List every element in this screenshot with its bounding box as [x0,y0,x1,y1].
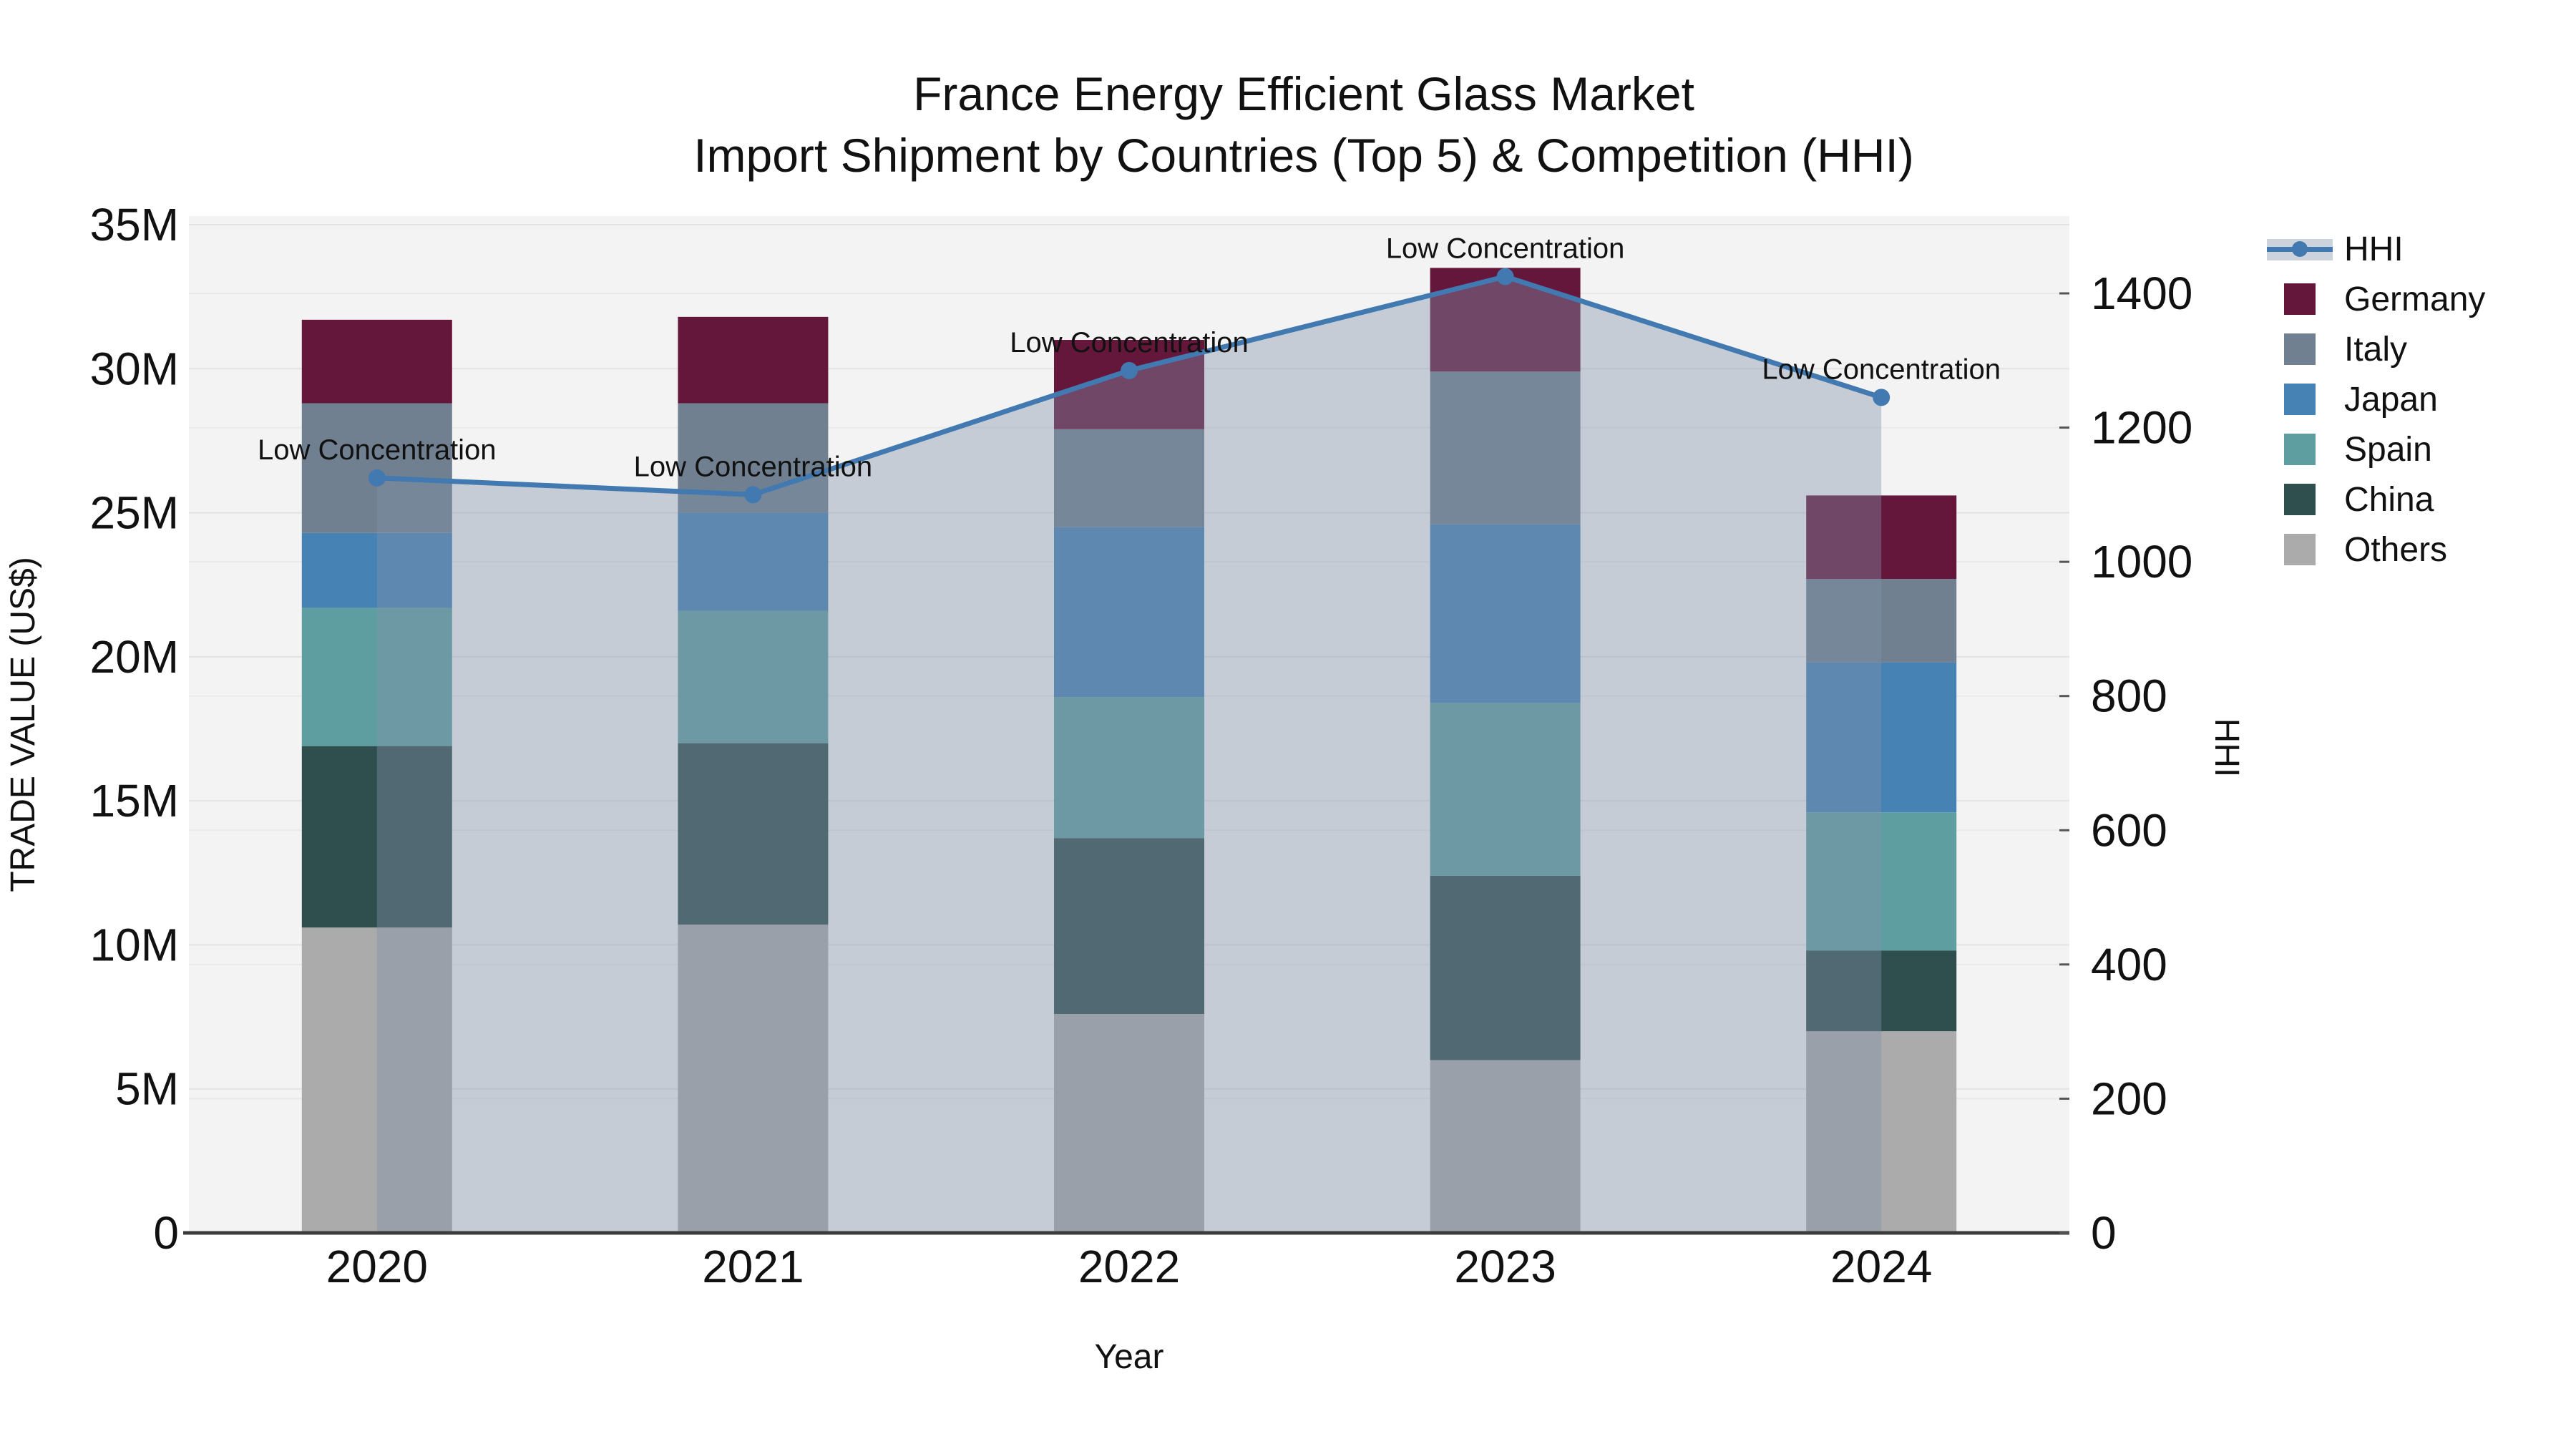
bar-segment-2023-china[interactable] [1430,875,1581,1060]
bar-segment-2023-others[interactable] [1430,1060,1581,1233]
legend-item-spain[interactable]: Spain [2267,424,2485,474]
others-color-swatch [2284,534,2316,565]
hhi-marker-2024[interactable] [1873,389,1890,406]
right-tick-label-0: 0 [2091,1207,2117,1259]
left-tick-label-25M: 25M [90,487,180,539]
bar-segment-2022-spain[interactable] [1054,697,1204,839]
bar-segment-2023-italy[interactable] [1430,371,1581,525]
bar-segment-2020-china[interactable] [301,746,452,928]
bar-segment-2021-others[interactable] [678,924,829,1233]
hhi-marker-2020[interactable] [368,469,386,487]
legend-label-china: China [2344,480,2434,519]
hhi-marker-2023[interactable] [1496,268,1514,286]
bar-segment-2021-china[interactable] [678,743,829,925]
legend-item-china[interactable]: China [2267,474,2485,525]
bar-segment-2022-italy[interactable] [1054,429,1204,527]
bar-segment-2020-germany[interactable] [301,319,452,404]
annotation-2021: Low Concentration [634,451,873,482]
legend-label-germany: Germany [2344,280,2486,318]
legend-item-japan[interactable]: Japan [2267,374,2485,424]
annotation-2023: Low Concentration [1386,233,1625,265]
x-tick-label-2024: 2024 [1830,1241,1932,1292]
left-tick-label-15M: 15M [90,775,180,826]
left-tick-label-0: 0 [153,1207,179,1259]
annotation-2022: Low Concentration [1010,327,1249,358]
bar-segment-2024-china[interactable] [1806,950,1957,1032]
bar-segment-2021-germany[interactable] [678,316,829,404]
bar-segment-2024-italy[interactable] [1806,579,1957,663]
hhi-marker-2022[interactable] [1121,361,1138,379]
x-axis-title: Year [1095,1338,1164,1376]
legend-label-others: Others [2344,530,2448,569]
annotation-2020: Low Concentration [258,434,497,466]
bar-segment-2024-germany[interactable] [1806,495,1957,580]
right-tick-label-1000: 1000 [2091,536,2192,587]
legend-label-italy: Italy [2344,330,2408,369]
japan-color-swatch [2284,384,2316,415]
spain-color-swatch [2284,434,2316,465]
bar-segment-2024-spain[interactable] [1806,812,1957,951]
legend-label-japan: Japan [2344,380,2438,419]
right-tick-label-200: 200 [2091,1073,2167,1124]
bar-segment-2020-spain[interactable] [301,608,452,746]
legend-item-germany[interactable]: Germany [2267,274,2485,324]
bar-segment-2020-italy[interactable] [301,403,452,533]
chart-title-line2: Import Shipment by Countries (Top 5) & C… [693,129,1914,182]
right-tick-label-1400: 1400 [2091,268,2192,319]
bar-segment-2024-japan[interactable] [1806,662,1957,813]
x-tick-label-2022: 2022 [1078,1241,1180,1292]
bar-segment-2021-spain[interactable] [678,610,829,743]
bar-segment-2020-japan[interactable] [301,532,452,608]
bar-segment-2023-japan[interactable] [1430,524,1581,703]
x-tick-label-2023: 2023 [1454,1241,1556,1292]
left-tick-label-35M: 35M [90,199,180,250]
hhi-marker-2021[interactable] [744,486,762,504]
germany-color-swatch [2284,283,2316,315]
legend-label-spain: Spain [2344,430,2432,469]
legend-label-hhi: HHI [2344,230,2404,268]
bar-segment-2023-spain[interactable] [1430,703,1581,876]
left-tick-label-30M: 30M [90,343,180,394]
annotation-2024: Low Concentration [1762,353,2001,385]
hhi-area-fill [376,276,1882,1233]
hhi-line-fill-sample [2267,233,2333,265]
right-tick-label-600: 600 [2091,804,2167,856]
legend: HHI Germany Italy Japan Spain China Othe… [2267,224,2485,575]
right-tick-label-1200: 1200 [2091,402,2192,454]
right-axis-title: HHI [2207,718,2245,778]
x-tick-label-2020: 2020 [326,1241,428,1292]
bar-segment-2022-japan[interactable] [1054,527,1204,698]
left-tick-label-5M: 5M [115,1063,179,1115]
x-tick-label-2021: 2021 [702,1241,804,1292]
bar-segment-2021-japan[interactable] [678,512,829,611]
italy-color-swatch [2284,333,2316,365]
bar-segment-2024-others[interactable] [1806,1031,1957,1233]
bar-segment-2022-others[interactable] [1054,1014,1204,1233]
chart-title-line1: France Energy Efficient Glass Market [913,67,1694,120]
legend-item-others[interactable]: Others [2267,525,2485,575]
legend-item-italy[interactable]: Italy [2267,324,2485,374]
left-tick-label-20M: 20M [90,631,180,683]
bar-segment-2020-others[interactable] [301,927,452,1233]
left-tick-label-10M: 10M [90,919,180,970]
left-axis-title: TRADE VALUE (US$) [4,557,42,892]
legend-item-hhi[interactable]: HHI [2267,224,2485,274]
hhi-marker-dot [2292,241,2308,257]
chart-title: France Energy Efficient Glass Market Imp… [693,63,1914,186]
bar-segment-2022-china[interactable] [1054,838,1204,1015]
china-color-swatch [2284,484,2316,515]
right-tick-label-800: 800 [2091,670,2167,722]
right-tick-label-400: 400 [2091,939,2167,990]
